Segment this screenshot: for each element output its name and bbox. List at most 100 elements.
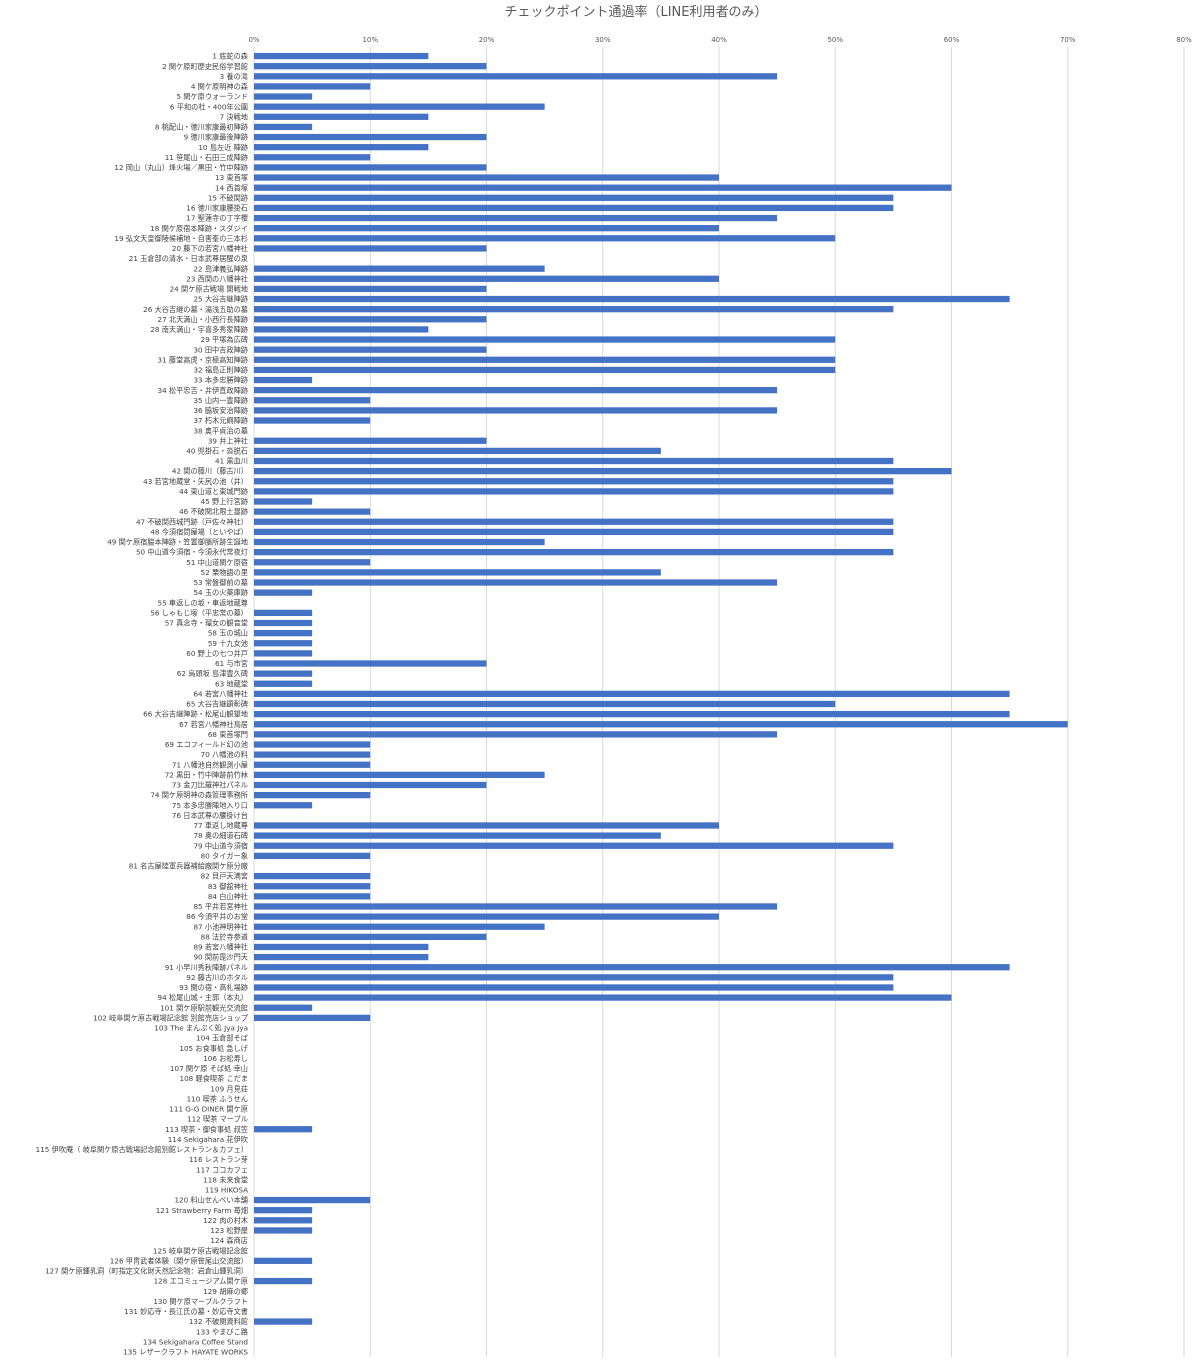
category-label: 44 東山道と東城門跡 — [179, 487, 248, 496]
category-label: 27 北天満山・小西行長陣跡 — [158, 315, 249, 324]
bar — [254, 235, 836, 242]
bar — [254, 113, 429, 120]
bar — [254, 721, 1068, 728]
category-label: 112 喫茶 マーブル — [187, 1115, 248, 1124]
bars — [254, 52, 1068, 1325]
category-label: 111 G-G DINER 関ケ原 — [169, 1105, 248, 1114]
category-label: 47 不破関西城門跡（戸佐々神社） — [136, 517, 248, 526]
bar — [254, 913, 719, 920]
category-label: 31 藤堂高虎・京極高知陣跡 — [158, 355, 249, 364]
bar — [254, 316, 487, 323]
bar — [254, 356, 836, 363]
category-label: 41 黒血川 — [215, 457, 248, 466]
category-label: 127 関ケ原鍾乳洞（町指定文化財天然記念物：岩倉山鍾乳洞） — [45, 1267, 248, 1276]
bar — [254, 488, 894, 495]
bar — [254, 619, 313, 627]
category-label: 106 お松寿し — [203, 1054, 248, 1063]
category-label: 11 笹尾山・石田三成陣跡 — [165, 153, 248, 162]
category-label: 101 関ケ原駅前観光交流館 — [160, 1003, 248, 1012]
category-label: 36 脇坂安治陣跡 — [193, 406, 248, 415]
category-label: 7 決戦地 — [220, 112, 248, 121]
bar — [254, 336, 836, 343]
category-label: 2 関ケ原町歴史民俗学習館 — [162, 62, 248, 71]
category-label: 28 南天満山・宇喜多秀家陣跡 — [150, 325, 248, 334]
bar — [254, 133, 487, 141]
category-label: 122 肉の村木 — [203, 1216, 248, 1225]
bar — [254, 225, 719, 232]
category-label: 114 Sekigahara 花伊吹 — [168, 1135, 248, 1144]
category-label: 134 Sekigahara Coffee Stand — [143, 1337, 248, 1346]
category-label: 74 関ケ原明神の森管理事務所 — [150, 791, 248, 800]
bar — [254, 1318, 313, 1325]
bar — [254, 265, 545, 272]
bar — [254, 690, 1010, 698]
category-label: 50 中山道今須宿・今須永代常夜灯 — [136, 548, 248, 557]
bar — [254, 741, 371, 748]
category-label: 126 甲冑武者体験（関ケ原笹尾山交流館） — [110, 1256, 248, 1265]
category-label: 3 養の滝 — [220, 72, 248, 81]
category-label: 67 若宮八幡神社鳥居 — [179, 720, 248, 729]
bar — [254, 710, 1010, 718]
bar — [254, 883, 371, 890]
category-label: 81 名古屋陸軍兵器補給廠関ケ原分廠 — [129, 862, 248, 871]
bar — [254, 498, 313, 505]
bar — [254, 1004, 313, 1011]
category-label: 124 森商店 — [210, 1236, 248, 1245]
bar — [254, 943, 429, 951]
category-label: 102 岐阜関ケ原古戦場記念館 別館売店ショップ — [93, 1013, 249, 1022]
bar — [254, 964, 1010, 971]
bar — [254, 285, 487, 293]
bar — [254, 1277, 313, 1285]
category-label: 85 平井若宮神社 — [193, 902, 248, 911]
category-label: 12 岡山（丸山）烽火場／黒田・竹中陣跡 — [114, 163, 248, 172]
category-label: 82 貝戸天満宮 — [201, 872, 248, 881]
category-label: 22 島津義弘陣跡 — [193, 264, 248, 273]
bar — [254, 680, 313, 687]
bar — [254, 984, 894, 991]
category-label: 86 今須平井のお堂 — [186, 912, 248, 921]
category-label: 103 The まんぷく処 Jya Jya — [154, 1024, 248, 1033]
bar — [254, 245, 487, 252]
bar — [254, 93, 313, 100]
x-tick-label: 40% — [711, 36, 727, 44]
bar — [254, 154, 371, 161]
category-label: 92 藤古川のホタル — [186, 973, 248, 982]
bar — [254, 609, 313, 617]
bar — [254, 447, 661, 455]
category-label: 116 レストラン芽 — [189, 1155, 248, 1164]
bar — [254, 366, 836, 374]
category-label: 1 底蛇の森 — [212, 52, 248, 61]
bar — [254, 569, 661, 576]
category-label: 119 HIKOSA — [205, 1186, 248, 1195]
category-label: 43 若宮地蔵堂・矢尻の池（井） — [143, 477, 248, 486]
category-label: 133 やまびこ路 — [196, 1327, 248, 1336]
category-label: 40 兜掛石・沓脱石 — [186, 446, 248, 455]
bar — [254, 822, 719, 829]
category-label: 109 月見荘 — [210, 1084, 248, 1093]
category-label: 68 東首塚門 — [208, 730, 248, 739]
category-label: 62 烏頭坂 島津豊久碑 — [177, 669, 248, 678]
category-label: 130 関ケ原マーブルクラフト — [153, 1297, 248, 1306]
category-label: 64 若宮八幡神社 — [193, 689, 248, 698]
category-label: 70 八幡池の料 — [201, 750, 248, 759]
bar — [254, 731, 778, 738]
bar — [254, 83, 371, 90]
category-label: 29 平塚為広碑 — [201, 335, 248, 344]
category-label: 14 西首塚 — [215, 183, 248, 192]
category-label: 38 奥平貞治の墓 — [193, 426, 248, 435]
category-label: 55 車返しの坂・車返地蔵尊 — [158, 598, 249, 607]
bar — [254, 650, 313, 657]
category-label: 87 小池神明神社 — [193, 922, 248, 931]
bar — [254, 346, 487, 353]
category-label: 66 大谷吉継陣跡・松尾山観望地 — [143, 710, 248, 719]
category-label: 84 白山神社 — [208, 892, 248, 901]
category-label: 18 関ケ原宿本陣跡・スダジイ — [150, 224, 248, 233]
bar — [254, 700, 836, 708]
bar — [254, 771, 545, 779]
category-label: 51 中山道関ケ原宿 — [186, 558, 248, 567]
bar — [254, 670, 313, 677]
bar — [254, 164, 487, 171]
bar — [254, 923, 545, 930]
x-tick-label: 10% — [362, 36, 378, 44]
